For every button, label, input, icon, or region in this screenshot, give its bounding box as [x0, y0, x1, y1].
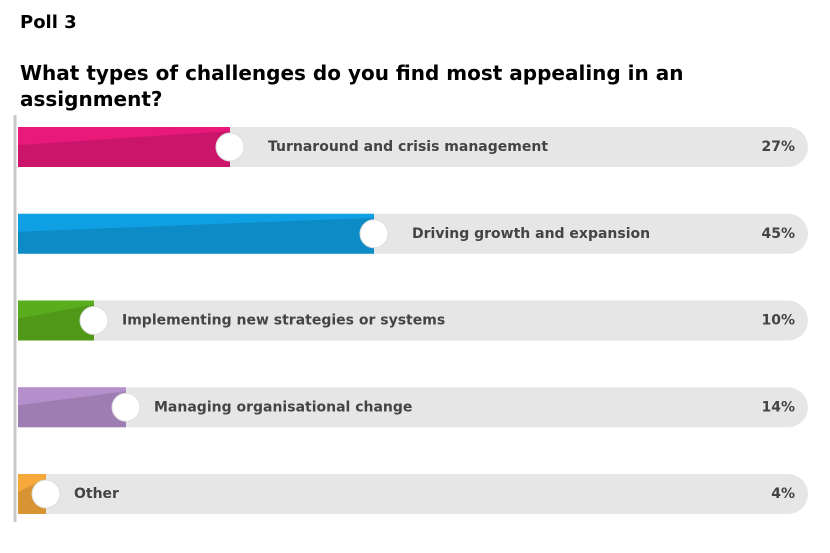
track — [18, 387, 808, 428]
bar-knob — [31, 479, 61, 509]
value-label: 4% — [771, 486, 795, 502]
bar-shade — [18, 131, 230, 167]
category-label: Implementing new strategies or systems — [122, 313, 445, 329]
value-label: 45% — [761, 226, 795, 242]
category-label: Turnaround and crisis management — [268, 139, 548, 155]
bar-shade — [18, 304, 94, 341]
bar — [18, 387, 126, 428]
bar-knob — [79, 306, 109, 335]
bar-knob — [215, 132, 245, 162]
value-label: 14% — [761, 399, 795, 415]
value-label: 27% — [761, 139, 795, 155]
chart-title: Poll 3 — [20, 12, 77, 33]
category-label: Driving growth and expansion — [412, 226, 650, 242]
track — [18, 300, 808, 341]
bar — [18, 213, 374, 254]
value-label: 10% — [761, 313, 795, 329]
category-label: Other — [74, 486, 119, 502]
category-label: Managing organisational change — [154, 399, 412, 415]
chart-subtitle: What types of challenges do you find mos… — [20, 61, 684, 111]
bar-knob — [359, 219, 389, 249]
bar — [18, 127, 230, 167]
bar-shade — [18, 391, 126, 428]
bar-knob — [111, 392, 141, 422]
track — [18, 474, 808, 514]
bar-shade — [18, 217, 374, 254]
